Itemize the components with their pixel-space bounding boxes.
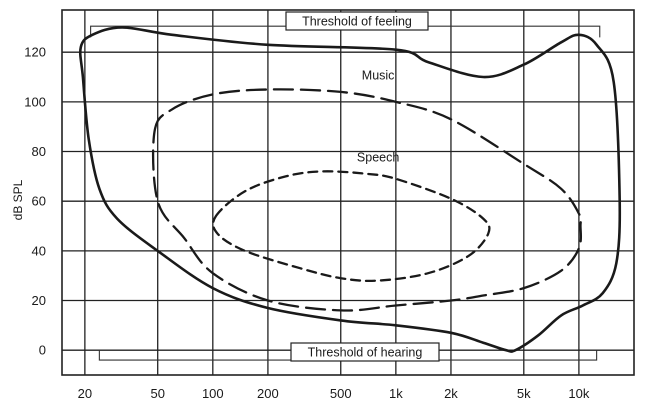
y-tick-label: 100: [24, 94, 46, 109]
y-tick-label: 20: [32, 293, 46, 308]
threshold-of-hearing-label: Threshold of hearing: [308, 346, 423, 360]
y-tick-label: 0: [39, 343, 46, 358]
x-tick-label: 50: [150, 386, 164, 400]
x-tick-label: 100: [202, 386, 224, 400]
region-label-music: Music: [362, 69, 395, 83]
y-tick-label: 60: [32, 194, 46, 209]
x-tick-label: 200: [257, 386, 279, 400]
x-tick-label: 5k: [517, 386, 531, 400]
x-tick-label: 10k: [568, 386, 589, 400]
x-tick-label: 1k: [389, 386, 403, 400]
y-tick-label: 80: [32, 144, 46, 159]
y-axis-label: dB SPL: [11, 179, 25, 220]
series-layer: [78, 26, 622, 353]
x-tick-label: 500: [330, 386, 352, 400]
series-curve-threshold-envelope: [78, 26, 622, 353]
series-curve-speech: [211, 170, 491, 283]
series-curve-music: [151, 88, 583, 312]
threshold-of-hearing-box: [290, 342, 440, 362]
x-tick-label: 2k: [444, 386, 458, 400]
x-tick-labels: 20 50 100 200 500 1k 2k 5k 10k: [78, 386, 590, 400]
y-tick-label: 40: [32, 243, 46, 258]
threshold-of-feeling-label: Threshold of feeling: [302, 15, 412, 29]
threshold-of-feeling-box: [285, 11, 429, 31]
region-label-speech: Speech: [357, 150, 399, 164]
y-tick-label: 120: [24, 45, 46, 60]
region-labels: Music Speech: [357, 69, 399, 165]
x-tick-label: 20: [78, 386, 92, 400]
y-tick-labels: 0 20 40 60 80 100 120: [24, 45, 46, 358]
